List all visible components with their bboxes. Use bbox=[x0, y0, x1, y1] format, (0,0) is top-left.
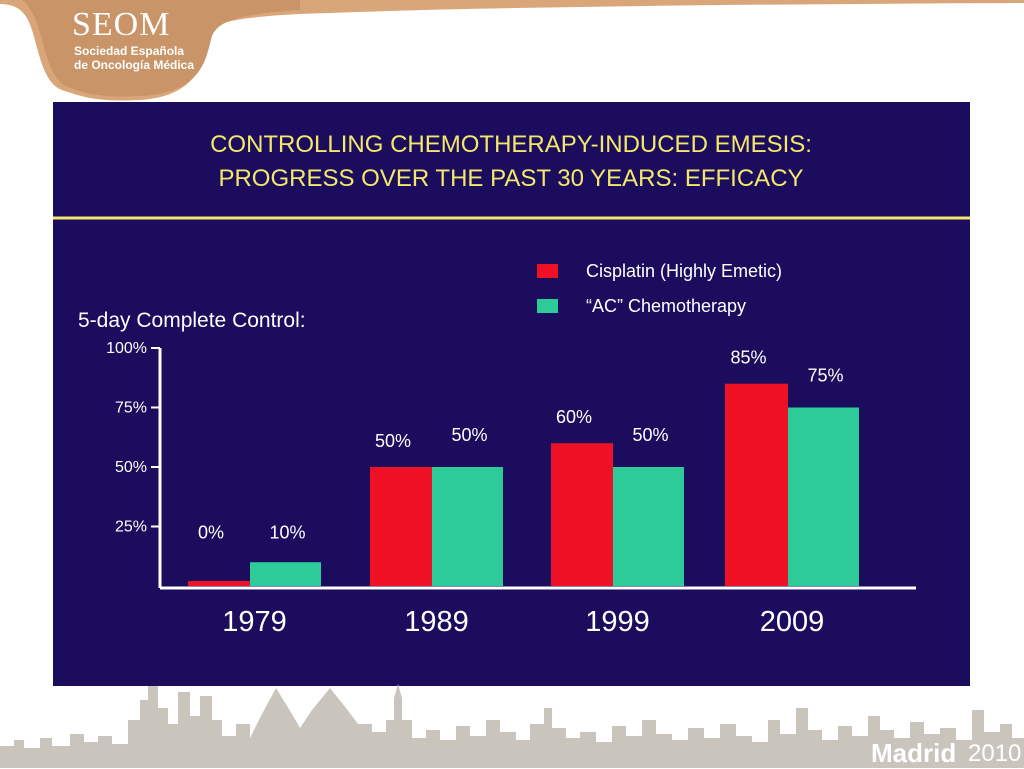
value-label: 50% bbox=[375, 431, 411, 451]
slide-title-line2: PROGRESS OVER THE PAST 30 YEARS: EFFICAC… bbox=[218, 165, 803, 192]
legend-label-ac: “AC” Chemotherapy bbox=[586, 296, 746, 316]
logo-subtitle-line1: Sociedad Española bbox=[74, 44, 185, 58]
footer-city: Madrid bbox=[871, 738, 957, 768]
legend-swatch-cisplatin bbox=[537, 264, 558, 278]
x-axis-labels-group: 1979 1989 1999 2009 bbox=[222, 606, 824, 638]
bar-chart: CONTROLLING CHEMOTHERAPY-INDUCED EMESIS:… bbox=[53, 131, 970, 638]
bar-cisplatin-1979 bbox=[188, 581, 250, 586]
bars-group bbox=[188, 383, 859, 586]
value-label: 75% bbox=[807, 366, 843, 386]
footer-year: 2010 bbox=[968, 740, 1022, 767]
bar-ac-1989 bbox=[432, 467, 503, 586]
value-labels-group: 0% 10% 50% 50% 60% 50% 85% 75% bbox=[198, 348, 844, 543]
bar-cisplatin-1989 bbox=[370, 467, 432, 586]
value-label: 50% bbox=[451, 425, 487, 445]
bar-cisplatin-1999 bbox=[551, 443, 613, 586]
header-banner bbox=[0, 0, 1024, 101]
x-tick-label: 2009 bbox=[760, 606, 825, 638]
y-tick-label: 50% bbox=[115, 459, 147, 476]
value-label: 60% bbox=[556, 407, 592, 427]
y-axis: 25% 50% 75% 100% bbox=[106, 340, 916, 590]
value-label: 10% bbox=[269, 522, 305, 542]
logo-wordmark: SEOM bbox=[72, 6, 171, 43]
legend-label-cisplatin: Cisplatin (Highly Emetic) bbox=[586, 261, 782, 281]
bar-ac-1979 bbox=[250, 562, 321, 586]
slide-title-line1: CONTROLLING CHEMOTHERAPY-INDUCED EMESIS: bbox=[210, 131, 812, 158]
x-tick-label: 1979 bbox=[222, 606, 287, 638]
y-tick-label: 100% bbox=[106, 340, 147, 357]
value-label: 0% bbox=[198, 522, 224, 542]
y-tick-label: 25% bbox=[115, 519, 147, 536]
value-label: 85% bbox=[730, 348, 766, 368]
bar-cisplatin-2009 bbox=[725, 383, 788, 586]
logo-panel bbox=[22, 0, 300, 97]
bar-ac-2009 bbox=[788, 407, 859, 586]
y-tick-label: 75% bbox=[115, 400, 147, 417]
x-tick-label: 1989 bbox=[404, 606, 469, 638]
legend-swatch-ac bbox=[537, 299, 558, 313]
slide-panel: CONTROLLING CHEMOTHERAPY-INDUCED EMESIS:… bbox=[53, 102, 970, 686]
logo-subtitle-line2: de Oncología Médica bbox=[74, 58, 195, 72]
x-tick-label: 1999 bbox=[585, 606, 650, 638]
bar-ac-1999 bbox=[613, 467, 684, 586]
chart-title: 5-day Complete Control: bbox=[78, 309, 306, 332]
city-skyline bbox=[0, 684, 1024, 768]
value-label: 50% bbox=[632, 425, 668, 445]
